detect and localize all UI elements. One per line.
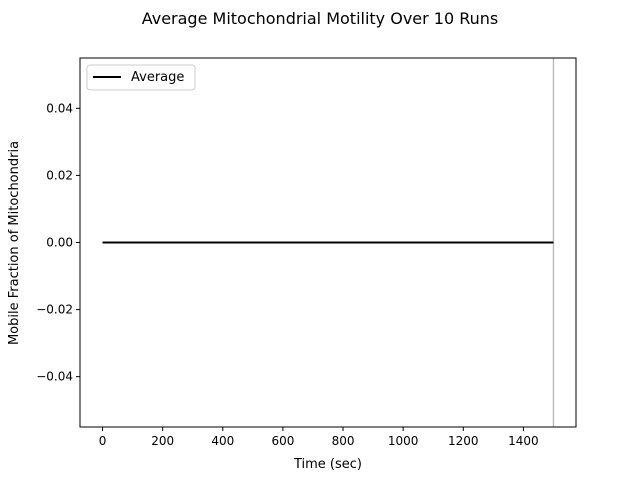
x-axis-label: Time (sec): [293, 457, 362, 472]
legend-box: [86, 64, 196, 91]
y-axis: −0.04 −0.02 0.00 0.02 0.04: [36, 101, 80, 384]
y-tick-label: 0.04: [46, 101, 73, 115]
x-tick-label: 1000: [388, 434, 419, 448]
x-tick-label: 1400: [508, 434, 539, 448]
y-tick-label: 0.02: [46, 168, 73, 182]
y-tick-label: −0.04: [36, 370, 73, 384]
x-tick-label: 600: [271, 434, 294, 448]
x-tick-label: 200: [151, 434, 174, 448]
x-tick-label: 0: [99, 434, 107, 448]
chart-title: Average Mitochondrial Motility Over 10 R…: [142, 9, 499, 28]
y-tick-label: −0.02: [36, 303, 73, 317]
x-tick-label: 1200: [448, 434, 479, 448]
legend: Average: [86, 64, 196, 91]
y-tick-label: 0.00: [46, 236, 73, 250]
x-tick-label: 800: [332, 434, 355, 448]
x-tick-label: 400: [211, 434, 234, 448]
legend-label-average: Average: [131, 70, 184, 85]
x-axis: 0 200 400 600 800 1000 1200 1400: [99, 427, 539, 448]
y-axis-label: Mobile Fraction of Mitochondria: [7, 141, 22, 345]
